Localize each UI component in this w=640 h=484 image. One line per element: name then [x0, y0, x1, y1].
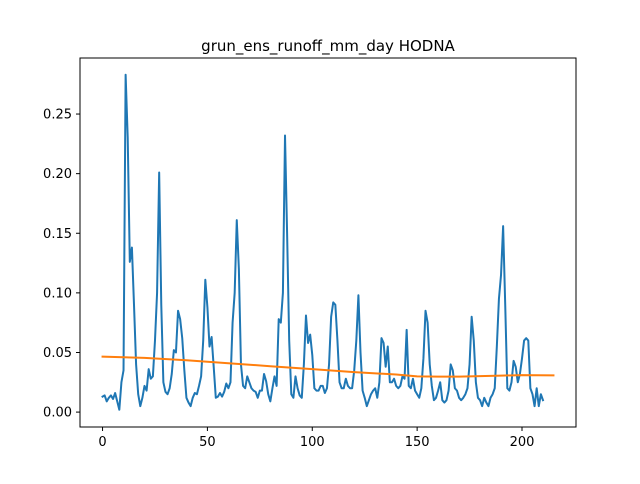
y-tick-label: 0.05	[43, 346, 72, 361]
y-tick-label: 0.15	[43, 227, 72, 242]
y-tick-label: 0.25	[43, 108, 72, 123]
axes-frame	[79, 57, 577, 428]
x-tick-label: 200	[510, 435, 535, 450]
x-tick-label: 100	[300, 435, 325, 450]
x-tick-label: 0	[98, 435, 106, 450]
series-line-2	[101, 355, 555, 378]
series-line-1	[101, 73, 545, 411]
x-tick-label: 50	[199, 435, 216, 450]
x-tick-label: 150	[405, 435, 430, 450]
y-tick-label: 0.00	[43, 406, 72, 421]
y-tick-label: 0.10	[43, 286, 72, 301]
axes-layer: 0 50 100 150 200 0.00 0.05 0.10 0.15 0.20 0.25	[43, 57, 577, 450]
series-layer	[101, 73, 555, 411]
chart-title: grun_ens_runoff_mm_day HODNA	[201, 37, 455, 56]
y-tick-label: 0.20	[43, 167, 72, 182]
